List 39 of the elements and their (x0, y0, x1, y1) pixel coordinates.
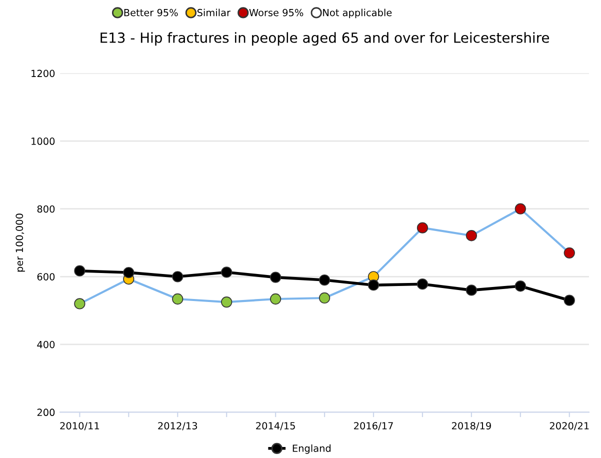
y-tick-label: 800 (37, 205, 55, 213)
point (514, 203, 526, 214)
legend-label: Not applicable (323, 8, 392, 18)
y-tick-label: 600 (37, 273, 55, 280)
point (564, 294, 575, 306)
x-tick-label: 2014/15 (256, 422, 295, 430)
point (74, 298, 86, 310)
y-axis-title: per 100,000 (16, 214, 25, 272)
point (123, 266, 134, 278)
point (514, 280, 526, 292)
point (270, 293, 282, 305)
point (466, 230, 478, 242)
y-tick-label: 200 (37, 408, 55, 416)
y-tick-label: 1200 (32, 70, 55, 78)
point (564, 247, 575, 258)
point (74, 265, 86, 276)
point (466, 284, 478, 296)
x-tick-label: 2020/21 (550, 422, 589, 430)
legend-label: Worse 95% (249, 8, 304, 16)
point (318, 274, 330, 286)
point (416, 222, 428, 234)
x-tick-label: 2010/11 (60, 422, 99, 430)
point (368, 280, 380, 291)
x-tick-label: 2018/19 (452, 422, 491, 430)
x-tick-label: 2016/17 (354, 422, 393, 430)
chart-title: E13 - Hip fractures in people aged 65 and over for Leicestershire (100, 32, 550, 46)
point (416, 278, 428, 290)
x-tick-label: 2012/13 (158, 422, 198, 430)
point (172, 271, 184, 282)
legend-label: Better 95% (124, 8, 178, 16)
y-tick-label: 1000 (32, 138, 55, 145)
point (221, 296, 232, 308)
point (172, 293, 184, 305)
legend-label: Similar (197, 8, 230, 16)
y-tick-label: 400 (37, 340, 55, 348)
legend-label: England (292, 444, 331, 454)
point (221, 266, 232, 278)
point (270, 272, 282, 283)
point (318, 292, 330, 304)
